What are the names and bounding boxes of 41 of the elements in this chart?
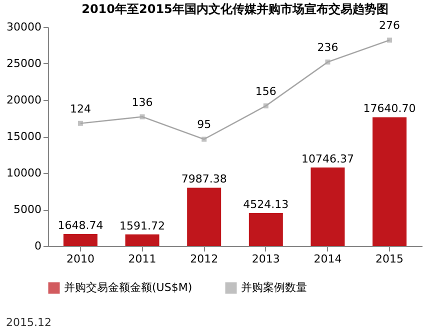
data-label: 124 — [70, 102, 91, 116]
bar — [248, 212, 283, 246]
point — [78, 120, 83, 126]
y-tick-label: 10000 — [6, 166, 42, 180]
x-tick-label: 2012 — [190, 252, 218, 266]
data-label: 156 — [255, 84, 276, 98]
x-tick-label: 2011 — [128, 252, 156, 266]
data-label: 7987.38 — [181, 172, 227, 186]
bar — [310, 168, 345, 246]
y-tick-label: 5000 — [14, 203, 42, 216]
data-label: 17640.70 — [363, 102, 416, 116]
x-tick-label: 2010 — [66, 252, 94, 266]
bar — [187, 188, 222, 246]
chart-title: 2010年至2015年国内文化传媒并购市场宣布交易趋势图 — [82, 2, 388, 16]
data-label: 136 — [132, 96, 153, 109]
data-label: 4524.13 — [243, 198, 289, 211]
point — [202, 136, 207, 142]
point — [140, 114, 145, 120]
data-label: 1591.72 — [120, 219, 166, 232]
x-tick-label: 2013 — [252, 252, 280, 266]
y-tick-label: 25000 — [6, 57, 42, 70]
data-label: 95 — [197, 118, 212, 132]
legend-label: 并购案例数量 — [241, 281, 307, 294]
data-label: 1648.74 — [58, 218, 104, 232]
bar — [125, 234, 160, 246]
y-tick-label: 20000 — [6, 94, 42, 106]
x-tick-label: 2014 — [314, 252, 342, 266]
y-tick-label: 30000 — [6, 20, 42, 34]
data-label: 10746.37 — [301, 152, 354, 166]
point — [263, 103, 268, 108]
data-label: 276 — [379, 19, 400, 32]
x-tick-label: 2015 — [376, 252, 404, 266]
legend-label: 并购交易金额金额(US$M) — [64, 281, 192, 294]
bar — [63, 234, 98, 246]
bar — [372, 117, 407, 246]
text: 2015.12 — [6, 316, 52, 329]
y-tick-label: 0 — [34, 240, 42, 252]
data-label: 236 — [317, 41, 338, 54]
point — [387, 38, 392, 43]
point — [325, 60, 330, 65]
y-tick-label: 15000 — [6, 130, 42, 143]
